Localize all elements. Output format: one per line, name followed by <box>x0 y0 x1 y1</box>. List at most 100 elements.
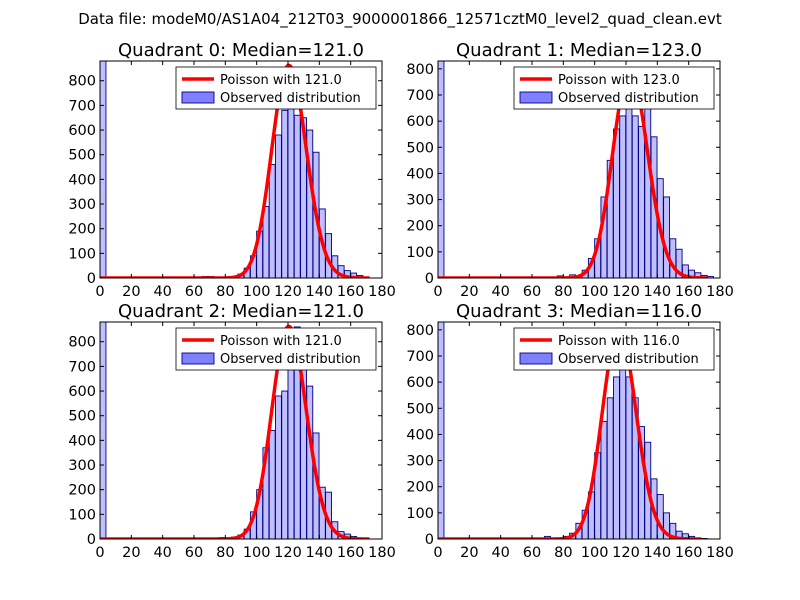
poisson-curve <box>100 63 370 278</box>
y-tick-label: 100 <box>406 245 434 261</box>
x-tick-label: 0 <box>95 545 104 561</box>
histogram-bar-10 <box>275 134 282 278</box>
y-tick-label: 500 <box>68 148 96 164</box>
y-tick-label: 400 <box>68 433 96 449</box>
histogram-bar-0 <box>438 61 445 278</box>
y-tick-label: 800 <box>406 62 434 78</box>
y-tick-label: 800 <box>68 335 96 351</box>
subplot-quadrant-2: Quadrant 2: Median=121.00 20 40 60 80 100 120 1… <box>68 301 396 561</box>
x-tick-label: 100 <box>581 284 609 300</box>
histogram-bar-13 <box>625 376 633 539</box>
y-tick-label: 300 <box>68 197 96 213</box>
y-tick-label: 200 <box>68 483 96 499</box>
y-tick-label: 600 <box>68 123 96 139</box>
x-tick-label: 100 <box>243 545 271 561</box>
y-tick-label: 300 <box>406 193 434 209</box>
plot-area <box>438 322 708 539</box>
figure-suptitle: Data file: modeM0/AS1A04_212T03_90000018… <box>78 10 722 29</box>
histogram-bar-9 <box>268 164 276 278</box>
legend-poisson-label: Poisson with 116.0 <box>558 334 680 349</box>
x-tick-label: 160 <box>675 284 703 300</box>
x-tick-label: 100 <box>243 284 271 300</box>
histogram-bar-0 <box>100 61 107 278</box>
y-tick-label: 400 <box>406 427 434 443</box>
x-tick-label: 80 <box>216 545 234 561</box>
legend: Poisson with 116.0 Observed distribution <box>513 327 715 371</box>
y-tick-label: 0 <box>87 532 96 548</box>
y-tick-label: 100 <box>68 507 96 523</box>
x-tick-label: 60 <box>523 545 541 561</box>
legend-histogram-label: Observed distribution <box>220 91 361 106</box>
subplot-quadrant-0: Quadrant 0: Median=121.00 20 40 60 80 100 120 1… <box>68 40 396 300</box>
y-tick-label: 700 <box>68 359 96 375</box>
y-tick-label: 700 <box>406 88 434 104</box>
y-tick-label: 600 <box>68 384 96 400</box>
axes-frame <box>99 60 383 279</box>
histogram-bar-12 <box>638 125 645 278</box>
x-tick-label: 140 <box>643 284 671 300</box>
plot-area <box>100 61 370 278</box>
x-tick-label: 80 <box>554 545 572 561</box>
y-tick-label: 500 <box>68 409 96 425</box>
y-tick-label: 100 <box>68 246 96 262</box>
legend-histogram-swatch <box>519 91 553 104</box>
axes-frame <box>437 321 721 540</box>
histogram-bar-9 <box>268 430 276 539</box>
x-tick-label: 20 <box>122 545 140 561</box>
legend-poisson-label: Poisson with 123.0 <box>558 73 680 88</box>
y-tick-label: 500 <box>406 140 434 156</box>
x-tick-label: 120 <box>612 284 640 300</box>
subplot-title: Quadrant 2: Median=121.0 <box>118 301 364 322</box>
x-tick-label: 120 <box>612 545 640 561</box>
x-tick-label: 20 <box>460 284 478 300</box>
y-tick-label: 500 <box>406 401 434 417</box>
legend: Poisson with 123.0 Observed distribution <box>513 66 715 110</box>
x-tick-label: 40 <box>153 284 171 300</box>
subplot-title: Quadrant 1: Median=123.0 <box>456 40 702 61</box>
x-tick-label: 40 <box>153 545 171 561</box>
legend-histogram-swatch <box>519 352 553 365</box>
y-tick-label: 700 <box>68 98 96 114</box>
subplot-title: Quadrant 0: Median=121.0 <box>118 40 364 61</box>
x-tick-label: 80 <box>216 284 234 300</box>
x-tick-label: 160 <box>337 545 365 561</box>
x-tick-label: 60 <box>185 545 203 561</box>
x-tick-label: 80 <box>554 284 572 300</box>
histogram-bar-13 <box>293 114 301 278</box>
x-tick-label: 140 <box>305 284 333 300</box>
histogram-bar-18 <box>656 494 664 539</box>
x-tick-label: 100 <box>581 545 609 561</box>
y-tick-label: 600 <box>406 375 434 391</box>
x-tick-label: 160 <box>337 284 365 300</box>
y-tick-label: 400 <box>406 166 434 182</box>
subplot-quadrant-3: Quadrant 3: Median=116.00 20 40 60 80 100 120 1… <box>406 301 734 561</box>
x-tick-label: 140 <box>643 545 671 561</box>
legend-histogram-swatch <box>181 91 215 104</box>
x-tick-label: 60 <box>185 284 203 300</box>
y-tick-label: 600 <box>406 114 434 130</box>
x-tick-label: 180 <box>706 545 734 561</box>
legend: Poisson with 121.0 Observed distribution <box>175 327 377 371</box>
x-tick-label: 60 <box>523 284 541 300</box>
y-tick-label: 800 <box>406 323 434 339</box>
histogram-bar-9 <box>600 420 608 539</box>
histogram-bar-11 <box>281 109 289 278</box>
poisson-curve <box>438 327 702 539</box>
x-tick-label: 20 <box>460 545 478 561</box>
axes-frame <box>99 321 383 540</box>
y-tick-label: 400 <box>68 172 96 188</box>
histogram-bar-11 <box>281 390 289 539</box>
y-tick-label: 0 <box>87 271 96 287</box>
x-tick-label: 20 <box>122 284 140 300</box>
x-tick-label: 120 <box>274 284 302 300</box>
histogram-bar-0 <box>438 322 445 539</box>
x-tick-label: 0 <box>433 545 442 561</box>
x-tick-label: 40 <box>491 545 509 561</box>
histogram-bar-11 <box>631 115 639 278</box>
histogram-bar-10 <box>606 397 614 539</box>
legend: Poisson with 121.0 Observed distribution <box>175 66 377 110</box>
y-tick-label: 300 <box>68 458 96 474</box>
histogram-bar-18 <box>675 248 683 278</box>
histogram-bar-11 <box>613 376 620 539</box>
subplot-grid: Quadrant 0: Median=121.00 20 40 60 80 100 120 1… <box>68 40 734 561</box>
